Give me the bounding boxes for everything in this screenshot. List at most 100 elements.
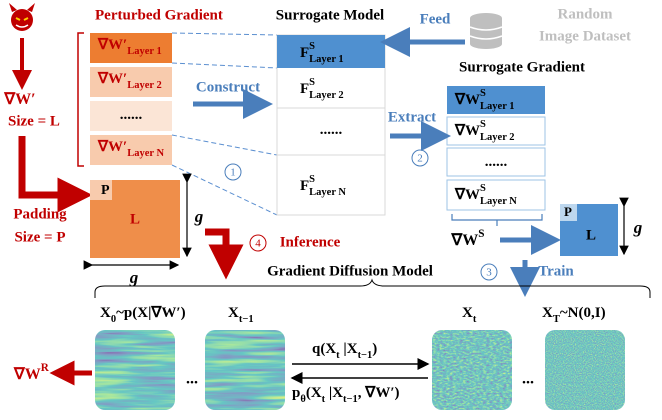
padding-g: g (194, 207, 204, 226)
gradient-image (205, 330, 285, 410)
step-label: Inference (280, 234, 341, 250)
formula-sup: S (309, 77, 315, 88)
formula-text: ∇W (451, 232, 479, 249)
formula-sub: Layer 1 (127, 46, 162, 57)
feed-label: Feed (420, 11, 451, 27)
dataset-label: Random (557, 6, 613, 22)
bracket (95, 280, 650, 298)
formula-sub: Layer 2 (480, 132, 515, 143)
dashed-line (172, 33, 277, 215)
formula-text: ∇W′ (3, 91, 35, 108)
formula-text: F (300, 45, 309, 61)
train-l: L (586, 227, 596, 243)
dataset-label: Image Dataset (539, 28, 631, 44)
step-number: 3 (486, 267, 492, 279)
formula-text: (X (306, 385, 322, 401)
ellipsis: ... (522, 371, 534, 388)
formula-sub: t (473, 314, 477, 325)
output-symbol: ∇WR (13, 362, 50, 383)
step-label: Construct (196, 79, 260, 95)
formula-sup: S (480, 88, 486, 99)
formula-text: p (292, 385, 300, 401)
formula-text: ∇W (454, 92, 480, 108)
formula-text: |X (325, 385, 343, 401)
gradient-image (95, 330, 175, 410)
padding-p: P (101, 183, 110, 198)
formula-text: ...... (485, 154, 508, 170)
formula-text: F (300, 81, 309, 97)
formula-text: ...... (320, 122, 343, 138)
formula-sup: S (309, 174, 315, 185)
devil-icon (9, 3, 35, 31)
formula-text: ∇W (13, 366, 41, 383)
train-g: g (633, 218, 643, 237)
formula-text: X (542, 305, 553, 321)
step-number: 1 (230, 167, 236, 179)
gradient-image (545, 330, 625, 410)
formula-sup: S (478, 228, 484, 240)
ellipsis: ... (186, 371, 198, 388)
formula-text: X (462, 305, 473, 321)
formula-sub: Layer 2 (127, 80, 162, 91)
formula-text: ...... (120, 107, 143, 123)
formula-text: X (228, 305, 239, 321)
formula-text: ~N(0,I) (560, 305, 606, 321)
formula-sub: t−1 (358, 350, 373, 361)
formula-sub: Layer N (480, 196, 517, 207)
formula-sub: Layer N (127, 148, 164, 159)
formula-sub: Layer 1 (480, 101, 515, 112)
formula-sub: Layer N (309, 187, 346, 198)
train-p: P (564, 204, 572, 219)
formula-text: |X (340, 341, 358, 357)
formula-text: ∇W (454, 187, 480, 203)
padding-l: L (130, 211, 140, 227)
arrow (22, 136, 75, 195)
layer-label: ...... (120, 107, 143, 123)
padding-label: Padding (13, 206, 67, 222)
formula-text: ∇W (454, 123, 480, 139)
perturbed-title: Perturbed Gradient (95, 7, 223, 23)
state-label: X0~p(X|∇W′) (100, 305, 186, 325)
step-label: Extract (388, 109, 436, 125)
perturbed-symbol: ∇W′ (3, 91, 35, 108)
formula-sub: Layer 1 (309, 54, 344, 65)
formula-text: F (300, 178, 309, 194)
gradient-symbol: ∇WS (451, 228, 485, 249)
state-label: Xt (462, 305, 477, 325)
surrogate-model-title: Surrogate Model (276, 7, 384, 23)
formula-sub: t−1 (343, 394, 358, 405)
step-number: 4 (255, 238, 261, 250)
formula-text: ~p(X|∇W′) (116, 305, 186, 321)
padding-g: g (129, 268, 139, 287)
formula-sub: t−1 (239, 314, 254, 325)
state-label: XT~N(0,I) (542, 305, 606, 325)
reverse-label: pθ(Xt |Xt−1, ∇W′) (292, 385, 400, 405)
formula-text: ∇W′ (97, 139, 127, 155)
step-number: 2 (417, 153, 423, 165)
formula-sup: S (480, 119, 486, 130)
formula-text: q(X (312, 341, 336, 357)
formula-text: ) (372, 341, 377, 357)
step-label: Train (538, 263, 574, 279)
padding-size: Size = P (14, 229, 65, 245)
formula-text: , ∇W′) (358, 385, 400, 401)
database-icon (470, 13, 502, 49)
gradient-layer-label: ...... (485, 154, 508, 170)
arrow (205, 232, 226, 262)
page: {"perturbed_gradient":{"title":"Perturbe… (0, 0, 662, 420)
formula-text: ∇W′ (97, 37, 127, 53)
formula-sup: S (309, 41, 315, 52)
gradient-image (432, 330, 512, 410)
formula-sup: R (41, 362, 50, 374)
surrogate-gradient-title: Surrogate Gradient (459, 59, 585, 75)
formula-sup: S (480, 183, 486, 194)
forward-label: q(Xt |Xt−1) (312, 341, 377, 361)
bracket (452, 214, 542, 226)
state-label: Xt−1 (228, 305, 254, 325)
formula-text: ∇W′ (97, 71, 127, 87)
formula-sub: Layer 2 (309, 90, 344, 101)
model-layer-label: ...... (320, 122, 343, 138)
formula-text: X (100, 305, 111, 321)
bracket (78, 33, 84, 166)
diffusion-title: Gradient Diffusion Model (267, 263, 433, 279)
